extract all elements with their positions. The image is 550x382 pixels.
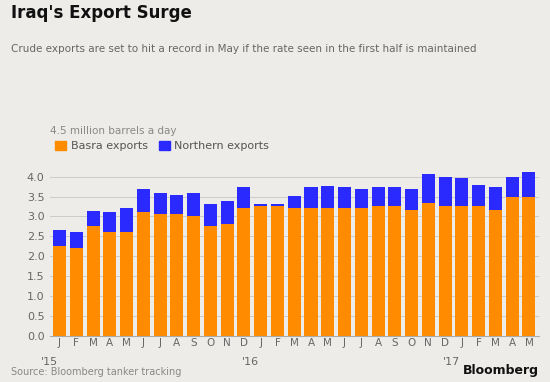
Bar — [53, 246, 66, 336]
Bar — [153, 214, 167, 336]
Bar — [388, 186, 401, 207]
Bar — [238, 186, 250, 209]
Bar — [170, 214, 184, 336]
Bar — [288, 209, 301, 336]
Bar — [505, 176, 519, 196]
Bar — [522, 196, 536, 336]
Legend: Basra exports, Northern exports: Basra exports, Northern exports — [55, 141, 269, 151]
Bar — [187, 193, 200, 217]
Bar — [153, 193, 167, 214]
Bar — [455, 178, 469, 207]
Bar — [103, 232, 117, 336]
Bar — [221, 201, 234, 225]
Bar — [221, 225, 234, 336]
Bar — [254, 207, 267, 336]
Bar — [271, 204, 284, 207]
Bar — [53, 230, 66, 246]
Bar — [372, 186, 384, 207]
Bar — [86, 211, 100, 227]
Bar — [288, 196, 301, 209]
Bar — [338, 186, 351, 209]
Text: '17: '17 — [443, 357, 460, 367]
Bar — [305, 209, 317, 336]
Text: Source: Bloomberg tanker tracking: Source: Bloomberg tanker tracking — [11, 367, 182, 377]
Bar — [338, 209, 351, 336]
Text: Iraq's Export Surge: Iraq's Export Surge — [11, 4, 192, 22]
Bar — [204, 204, 217, 227]
Bar — [170, 194, 184, 214]
Bar — [254, 204, 267, 207]
Bar — [472, 185, 485, 207]
Bar — [355, 209, 368, 336]
Bar — [86, 227, 100, 336]
Bar — [103, 212, 117, 232]
Bar — [422, 202, 435, 336]
Bar — [455, 207, 469, 336]
Bar — [137, 189, 150, 212]
Bar — [422, 174, 435, 202]
Bar — [472, 207, 485, 336]
Bar — [204, 227, 217, 336]
Bar — [187, 217, 200, 336]
Bar — [438, 207, 452, 336]
Bar — [271, 207, 284, 336]
Bar — [489, 186, 502, 210]
Bar — [405, 210, 418, 336]
Bar — [120, 232, 133, 336]
Bar — [120, 209, 133, 232]
Bar — [505, 196, 519, 336]
Bar — [305, 186, 317, 209]
Bar — [489, 210, 502, 336]
Text: 4.5 million barrels a day: 4.5 million barrels a day — [50, 126, 176, 136]
Bar — [321, 186, 334, 209]
Bar — [70, 248, 83, 336]
Bar — [321, 209, 334, 336]
Bar — [438, 176, 452, 207]
Text: '16: '16 — [242, 357, 259, 367]
Bar — [388, 207, 401, 336]
Bar — [355, 189, 368, 209]
Text: Bloomberg: Bloomberg — [463, 364, 539, 377]
Bar — [405, 189, 418, 210]
Bar — [372, 207, 384, 336]
Bar — [522, 172, 536, 196]
Bar — [238, 209, 250, 336]
Text: '15: '15 — [41, 357, 58, 367]
Bar — [70, 232, 83, 248]
Text: Crude exports are set to hit a record in May if the rate seen in the first half : Crude exports are set to hit a record in… — [11, 44, 476, 54]
Bar — [137, 212, 150, 336]
